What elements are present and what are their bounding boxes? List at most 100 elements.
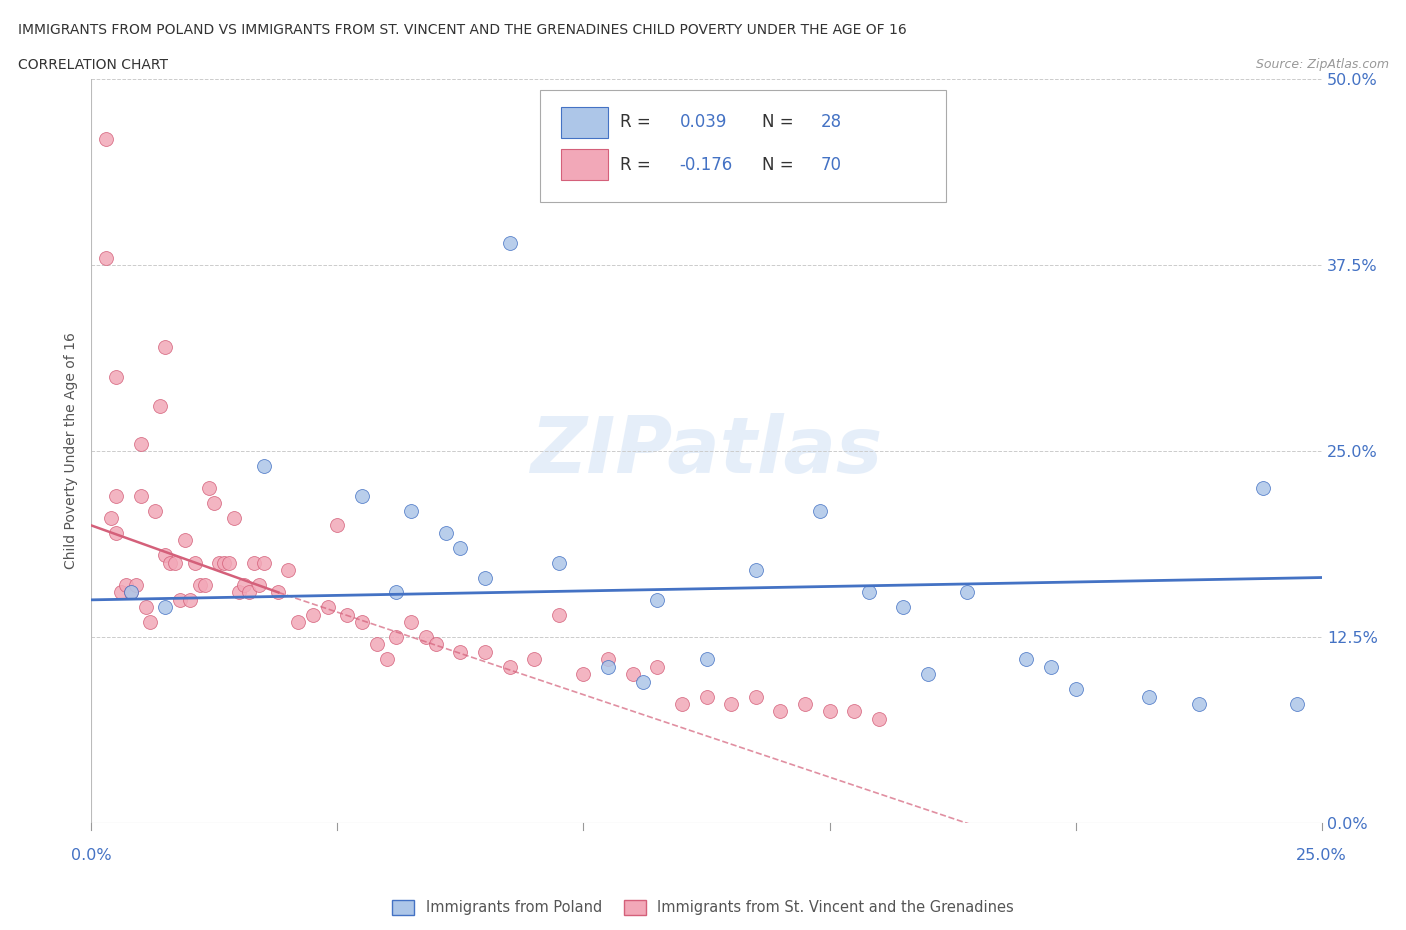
Text: 70: 70 xyxy=(821,155,842,174)
Point xyxy=(498,659,520,674)
Point xyxy=(193,578,217,592)
Point xyxy=(399,615,422,630)
Text: 0.0%: 0.0% xyxy=(72,848,111,863)
Point xyxy=(96,131,117,146)
Point xyxy=(745,563,768,578)
Text: R =: R = xyxy=(620,155,657,174)
Point xyxy=(769,704,792,719)
Point xyxy=(956,585,979,600)
Text: IMMIGRANTS FROM POLAND VS IMMIGRANTS FROM ST. VINCENT AND THE GRENADINES CHILD P: IMMIGRANTS FROM POLAND VS IMMIGRANTS FRO… xyxy=(18,23,907,37)
Point xyxy=(135,600,157,615)
Point xyxy=(548,555,571,570)
Point xyxy=(858,585,880,600)
Point xyxy=(375,652,398,667)
Point xyxy=(720,697,742,711)
Point xyxy=(267,585,290,600)
Point xyxy=(124,578,148,592)
Point xyxy=(96,250,117,265)
Point xyxy=(1285,697,1308,711)
Point xyxy=(621,667,644,682)
Point xyxy=(1015,652,1038,667)
Point xyxy=(174,533,197,548)
Point xyxy=(1039,659,1063,674)
Point xyxy=(671,697,693,711)
Text: 28: 28 xyxy=(821,113,842,131)
Point xyxy=(842,704,865,719)
Point xyxy=(366,637,388,652)
Point xyxy=(793,697,815,711)
Point xyxy=(891,600,914,615)
Point xyxy=(425,637,447,652)
Point xyxy=(523,652,546,667)
Point xyxy=(1064,682,1087,697)
Point xyxy=(114,578,138,592)
Text: 25.0%: 25.0% xyxy=(1296,848,1347,863)
Point xyxy=(208,555,231,570)
Point xyxy=(385,585,408,600)
Point xyxy=(232,578,256,592)
Point xyxy=(1251,481,1274,496)
Point xyxy=(105,488,127,503)
Point xyxy=(596,659,619,674)
Point xyxy=(287,615,309,630)
Point xyxy=(129,436,152,451)
Text: Source: ZipAtlas.com: Source: ZipAtlas.com xyxy=(1256,58,1389,71)
Point xyxy=(695,689,717,704)
Point xyxy=(498,235,520,250)
Point xyxy=(238,585,260,600)
Point xyxy=(163,555,186,570)
Point xyxy=(153,548,177,563)
Point xyxy=(277,563,299,578)
Point xyxy=(120,585,142,600)
Text: ZIPatlas: ZIPatlas xyxy=(530,413,883,489)
Legend: Immigrants from Poland, Immigrants from St. Vincent and the Grenadines: Immigrants from Poland, Immigrants from … xyxy=(387,894,1019,921)
Point xyxy=(1187,697,1209,711)
Point xyxy=(100,511,122,525)
Point xyxy=(183,555,207,570)
Point xyxy=(385,630,408,644)
Point xyxy=(198,481,221,496)
Point xyxy=(228,585,250,600)
Point xyxy=(188,578,211,592)
Point xyxy=(179,592,201,607)
Point xyxy=(631,674,654,689)
Point xyxy=(808,503,831,518)
Point xyxy=(645,592,669,607)
Point xyxy=(105,369,127,384)
Point xyxy=(139,615,162,630)
Point xyxy=(326,518,349,533)
Point xyxy=(352,615,374,630)
Point xyxy=(149,399,172,414)
Point xyxy=(695,652,717,667)
Point xyxy=(415,630,437,644)
Text: CORRELATION CHART: CORRELATION CHART xyxy=(18,58,169,72)
Point xyxy=(449,644,471,659)
Point xyxy=(818,704,841,719)
Text: R =: R = xyxy=(620,113,657,131)
Point xyxy=(120,585,142,600)
Point xyxy=(218,555,240,570)
Point xyxy=(242,555,264,570)
Point xyxy=(105,525,127,540)
Point xyxy=(301,607,323,622)
Point xyxy=(214,555,236,570)
Text: N =: N = xyxy=(762,155,799,174)
Point xyxy=(572,667,595,682)
Point xyxy=(153,600,177,615)
Point xyxy=(548,607,571,622)
Point xyxy=(253,555,276,570)
Point xyxy=(159,555,181,570)
Point xyxy=(868,711,890,726)
Point xyxy=(253,458,276,473)
Point xyxy=(474,570,496,585)
Point xyxy=(222,511,246,525)
Point xyxy=(399,503,422,518)
Point xyxy=(110,585,132,600)
Y-axis label: Child Poverty Under the Age of 16: Child Poverty Under the Age of 16 xyxy=(65,333,79,569)
Point xyxy=(145,503,166,518)
Point xyxy=(449,540,471,555)
Point xyxy=(202,496,225,511)
Text: 0.039: 0.039 xyxy=(679,113,727,131)
Point xyxy=(336,607,359,622)
Point xyxy=(247,578,270,592)
